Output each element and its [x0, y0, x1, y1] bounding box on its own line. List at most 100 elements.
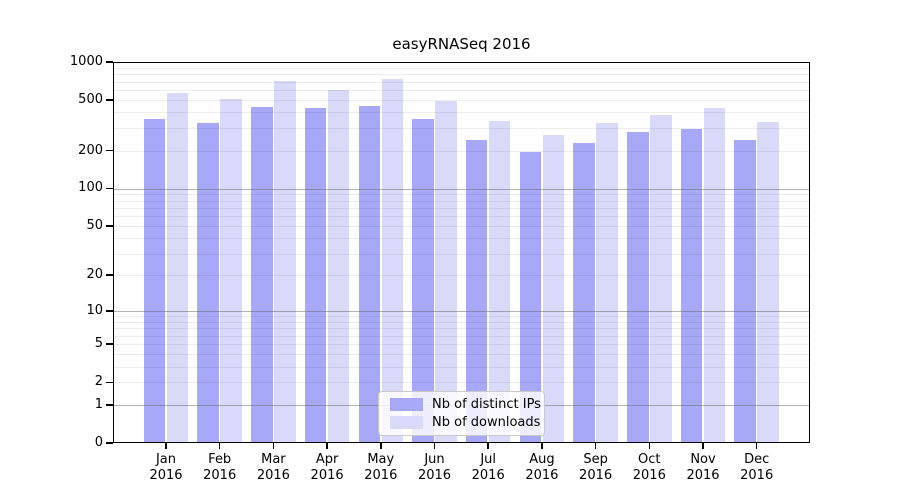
y-tick-mark: [106, 187, 113, 190]
x-tick-mark: [218, 443, 221, 449]
x-tick-year: 2016: [417, 468, 452, 483]
y-tick-label: 0: [94, 435, 103, 450]
x-tick-month: May: [367, 452, 395, 467]
y-tick-mark: [106, 225, 113, 227]
x-tick-mark: [165, 443, 167, 449]
bars-layer: [113, 62, 810, 443]
x-tick-mark: [648, 443, 651, 449]
x-tick-year: 2016: [203, 468, 237, 483]
y-tick-mark: [106, 274, 113, 276]
y-tick-label: 1000: [69, 54, 103, 69]
x-tick-label: Mar 2016: [257, 452, 290, 484]
x-tick-mark: [702, 443, 704, 449]
x-tick-month: Oct: [638, 452, 661, 467]
x-tick-mark: [541, 443, 543, 449]
x-tick-label: Apr 2016: [311, 452, 344, 484]
x-tick-mark: [433, 443, 436, 449]
y-tick-mark: [106, 149, 113, 152]
x-tick-year: 2016: [310, 468, 344, 483]
x-tick-label: Oct 2016: [633, 452, 666, 484]
bar-distinct-ips: [412, 119, 434, 443]
bar-downloads: [166, 93, 189, 443]
x-tick-month: Aug: [529, 452, 555, 467]
x-tick-month: Jun: [424, 452, 445, 467]
y-tick-mark: [106, 310, 113, 312]
x-tick-month: Apr: [315, 452, 339, 467]
y-tick-label: 2: [94, 374, 103, 390]
y-tick-mark: [106, 61, 113, 63]
x-tick-label: Dec 2016: [740, 452, 773, 484]
legend-label-distinct-ips: Nb of distinct IPs: [432, 397, 541, 413]
x-tick-year: 2016: [471, 468, 505, 483]
x-tick-label: May 2016: [364, 452, 397, 484]
bar-distinct-ips: [465, 139, 488, 443]
x-tick-month: Jul: [480, 452, 497, 467]
y-tick-label: 1: [94, 396, 103, 412]
y-tick-label: 200: [78, 142, 103, 158]
bar-distinct-ips: [143, 119, 166, 443]
y-tick-label: 50: [86, 218, 103, 234]
x-tick-year: 2016: [149, 468, 183, 483]
y-tick-label: 20: [86, 267, 103, 283]
x-tick-month: Jan: [155, 452, 177, 467]
x-tick-label: Aug 2016: [525, 452, 558, 484]
x-tick-year: 2016: [632, 468, 666, 483]
bar-downloads: [488, 120, 511, 443]
legend-row-distinct-ips: Nb of distinct IPs: [390, 397, 541, 412]
bar-distinct-ips: [734, 139, 756, 443]
legend-swatch-downloads: [390, 415, 423, 429]
y-tick-label: 10: [86, 302, 103, 318]
x-tick-year: 2016: [256, 468, 290, 483]
x-tick-year: 2016: [686, 468, 720, 483]
legend-row-downloads: Nb of downloads: [390, 415, 540, 430]
x-tick-year: 2016: [740, 468, 774, 483]
legend: Nb of distinct IPs Nb of downloads: [378, 391, 545, 436]
x-tick-mark: [326, 443, 328, 449]
bar-downloads: [381, 78, 404, 443]
bar-distinct-ips: [304, 108, 327, 443]
bar-distinct-ips: [573, 143, 595, 443]
x-tick-month: Mar: [261, 452, 286, 467]
bar-downloads: [435, 101, 457, 443]
x-tick-month: Feb: [208, 452, 232, 467]
x-tick-label: Jun 2016: [418, 452, 451, 484]
y-tick-label: 5: [94, 336, 103, 352]
x-tick-month: Sep: [583, 452, 608, 467]
legend-swatch-distinct-ips: [390, 398, 423, 412]
x-tick-label: Sep 2016: [579, 452, 612, 484]
bar-distinct-ips: [251, 107, 273, 443]
bar-downloads: [542, 135, 565, 443]
chart-title: easyRNASeq 2016: [392, 35, 531, 53]
bar-distinct-ips: [197, 123, 219, 443]
bar-distinct-ips: [627, 131, 649, 443]
x-tick-label: Jul 2016: [472, 452, 505, 484]
x-tick-month: Nov: [690, 452, 716, 467]
y-tick-label: 100: [78, 180, 103, 196]
y-tick-mark: [106, 99, 113, 101]
bar-distinct-ips: [680, 128, 703, 443]
x-tick-month: Dec: [744, 452, 770, 467]
y-tick-label: 500: [78, 92, 103, 108]
plot-area: [113, 62, 810, 443]
bar-downloads: [596, 123, 618, 443]
legend-label-downloads: Nb of downloads: [432, 414, 541, 430]
bar-downloads: [220, 98, 242, 443]
bar-downloads: [757, 122, 779, 443]
x-tick-year: 2016: [364, 468, 398, 483]
x-tick-mark: [755, 443, 758, 449]
x-tick-mark: [487, 443, 489, 449]
bar-distinct-ips: [358, 106, 381, 443]
x-tick-mark: [380, 443, 382, 449]
y-tick-mark: [106, 442, 113, 444]
x-tick-year: 2016: [525, 468, 559, 483]
x-tick-label: Feb 2016: [203, 452, 236, 484]
bar-downloads: [327, 89, 350, 443]
x-tick-mark: [272, 443, 275, 449]
bar-downloads: [703, 107, 726, 443]
y-tick-mark: [106, 381, 113, 384]
bar-downloads: [274, 81, 296, 443]
y-tick-mark: [106, 404, 113, 406]
y-tick-mark: [106, 343, 113, 345]
x-tick-label: Nov 2016: [686, 452, 719, 484]
